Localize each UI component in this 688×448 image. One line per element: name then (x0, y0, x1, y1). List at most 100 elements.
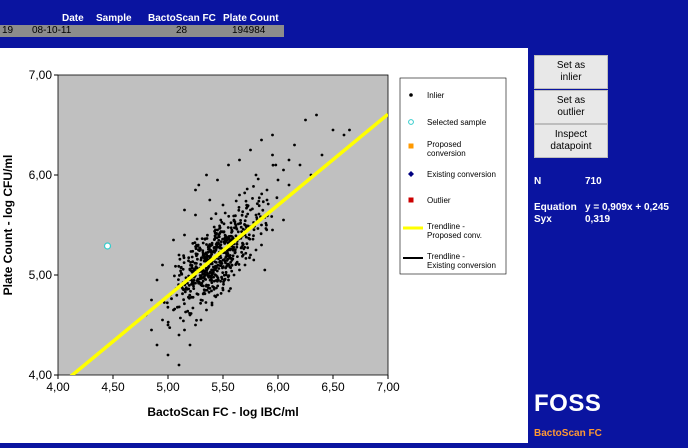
data-point[interactable] (243, 191, 247, 195)
data-point[interactable] (298, 163, 302, 167)
data-point[interactable] (201, 241, 205, 245)
data-point[interactable] (254, 213, 258, 217)
data-point[interactable] (225, 259, 229, 262)
data-point[interactable] (214, 212, 218, 216)
data-point[interactable] (265, 223, 268, 227)
data-point[interactable] (190, 255, 194, 259)
data-point[interactable] (206, 254, 209, 258)
data-point[interactable] (234, 263, 238, 266)
data-point[interactable] (166, 320, 170, 324)
data-point[interactable] (209, 217, 213, 221)
data-point[interactable] (205, 308, 208, 312)
data-point[interactable] (155, 278, 159, 282)
data-point[interactable] (233, 220, 237, 224)
data-point[interactable] (271, 153, 274, 157)
data-point[interactable] (320, 153, 324, 157)
data-point[interactable] (271, 163, 275, 167)
data-point[interactable] (184, 286, 188, 290)
data-point[interactable] (239, 219, 243, 222)
data-point[interactable] (248, 256, 251, 260)
data-point[interactable] (203, 273, 207, 277)
data-point[interactable] (210, 289, 213, 293)
data-point[interactable] (225, 265, 228, 268)
data-point[interactable] (188, 267, 192, 271)
data-point[interactable] (187, 287, 191, 291)
data-point[interactable] (240, 213, 244, 217)
data-point[interactable] (229, 248, 232, 252)
data-point[interactable] (197, 281, 201, 285)
data-point[interactable] (243, 223, 246, 226)
data-point[interactable] (208, 243, 212, 246)
data-point[interactable] (241, 243, 245, 246)
data-point[interactable] (161, 318, 164, 322)
data-point[interactable] (243, 219, 247, 223)
data-point[interactable] (219, 243, 223, 247)
data-point[interactable] (304, 118, 307, 122)
data-point[interactable] (175, 293, 179, 297)
data-point[interactable] (212, 270, 215, 274)
data-point[interactable] (249, 148, 252, 152)
data-point[interactable] (219, 292, 223, 295)
data-point[interactable] (225, 254, 229, 258)
data-point[interactable] (241, 227, 245, 231)
data-point[interactable] (190, 295, 194, 299)
data-point[interactable] (275, 196, 279, 200)
data-point[interactable] (246, 212, 250, 216)
data-point[interactable] (194, 213, 197, 217)
data-point[interactable] (213, 237, 217, 241)
data-point[interactable] (191, 281, 194, 285)
data-point[interactable] (201, 251, 205, 255)
data-point[interactable] (217, 238, 221, 242)
data-point[interactable] (217, 233, 221, 237)
data-point[interactable] (219, 264, 223, 267)
data-point[interactable] (271, 133, 274, 137)
data-point[interactable] (202, 288, 206, 292)
data-point[interactable] (233, 251, 237, 255)
data-point[interactable] (194, 265, 198, 269)
data-point[interactable] (245, 187, 249, 191)
data-point[interactable] (226, 226, 230, 229)
data-point[interactable] (206, 250, 210, 254)
data-point[interactable] (199, 275, 203, 278)
data-point[interactable] (177, 264, 181, 268)
data-point[interactable] (240, 250, 244, 254)
data-point[interactable] (177, 278, 180, 281)
data-point[interactable] (192, 268, 196, 272)
data-point[interactable] (199, 263, 203, 266)
data-point[interactable] (170, 297, 173, 301)
data-point[interactable] (255, 202, 259, 206)
data-point[interactable] (260, 138, 263, 142)
data-point[interactable] (210, 241, 214, 245)
data-point[interactable] (150, 328, 153, 332)
data-point[interactable] (263, 268, 267, 272)
data-point[interactable] (238, 268, 241, 272)
data-point[interactable] (230, 269, 234, 273)
data-point[interactable] (166, 305, 170, 309)
data-point[interactable] (315, 113, 318, 117)
data-point[interactable] (189, 289, 192, 293)
data-point[interactable] (223, 241, 227, 245)
data-point[interactable] (231, 248, 235, 252)
data-point[interactable] (183, 208, 186, 212)
data-point[interactable] (255, 216, 259, 219)
data-point[interactable] (214, 274, 218, 277)
data-point[interactable] (244, 215, 248, 218)
data-point[interactable] (228, 255, 231, 258)
data-point[interactable] (221, 230, 224, 234)
data-point[interactable] (238, 158, 241, 162)
data-point[interactable] (182, 298, 186, 302)
data-point[interactable] (212, 275, 216, 279)
data-point[interactable] (205, 271, 209, 274)
data-point[interactable] (178, 274, 181, 277)
data-point[interactable] (282, 168, 285, 172)
data-point[interactable] (166, 323, 170, 327)
data-point[interactable] (234, 199, 238, 203)
data-point[interactable] (261, 200, 265, 204)
data-point[interactable] (179, 316, 182, 320)
data-point[interactable] (236, 255, 239, 258)
data-point[interactable] (235, 242, 239, 246)
data-point[interactable] (219, 218, 223, 222)
data-point[interactable] (241, 253, 245, 257)
data-point[interactable] (232, 245, 236, 249)
data-point[interactable] (257, 199, 261, 203)
